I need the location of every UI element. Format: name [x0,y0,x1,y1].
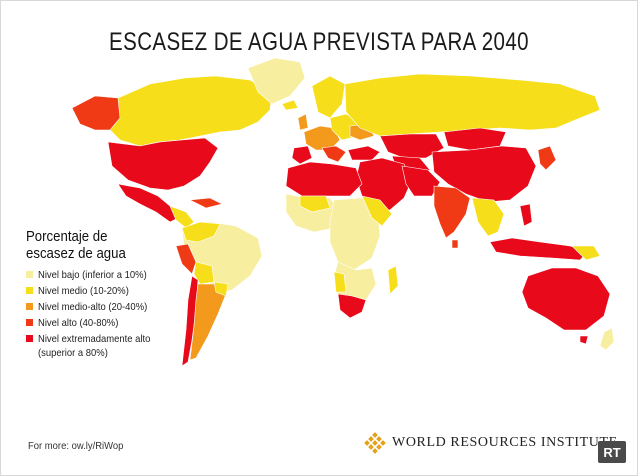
legend: Porcentaje de escasez de agua Nivel bajo… [26,228,226,362]
region-south-africa [337,293,367,319]
legend-label-low: Nivel bajo (inferior a 10%) [38,269,147,281]
region-mexico [117,183,179,223]
region-canada [107,75,273,147]
legend-swatch-extreme [26,335,33,342]
legend-heading-line1: Porcentaje de [26,228,108,245]
legend-label-medium-high: Nivel medio-alto (20-40%) [38,301,148,313]
region-mali-niger [299,195,331,213]
map-title: ESCASEZ DE AGUA PREVISTA PARA 2040 [109,28,529,56]
region-sri-lanka [451,239,459,249]
region-india [433,185,471,239]
rt-watermark-logo: RT [598,441,626,463]
legend-label-high: Nivel alto (40-80%) [38,317,119,329]
region-east-africa [361,195,393,227]
legend-item-medium: Nivel medio (10-20%) [26,284,226,298]
region-italy-balkans [321,145,347,163]
region-korea-japan [537,145,557,171]
region-australia [521,267,611,331]
region-bolivia [193,261,215,285]
region-uk [297,113,309,131]
region-iberia [291,145,313,165]
region-new-zealand [599,327,615,351]
wri-diamond-logo-icon [364,432,386,454]
legend-label-medium: Nivel medio (10-20%) [38,285,129,297]
legend-swatch-medium-high [26,303,33,310]
region-scandinavia [311,75,346,119]
region-madagascar [387,265,399,295]
region-papua [571,245,601,261]
region-caribbean [188,197,223,209]
region-peru [175,243,197,275]
region-colombia-venezuela [181,221,221,243]
region-turkey [347,145,381,161]
region-paraguay-uruguay [213,281,229,297]
legend-item-medium-high: Nivel medio-alto (20-40%) [26,300,226,314]
region-southeast-asia [471,197,505,237]
legend-swatch-low [26,271,33,278]
legend-label-extreme: Nivel extremadamente alto (superior a 80… [38,332,150,360]
legend-swatch-medium [26,287,33,294]
more-info-link[interactable]: For more: ow.ly/RiWop [28,440,124,452]
legend-heading-line2: escasez de agua [26,245,126,262]
region-tasmania [579,335,589,345]
region-central-america [169,205,195,229]
legend-label-extreme-line2: (superior a 80%) [38,347,108,359]
legend-item-low: Nivel bajo (inferior a 10%) [26,268,226,282]
region-philippines [519,203,533,227]
legend-item-high: Nivel alto (40-80%) [26,316,226,330]
legend-item-extreme: Nivel extremadamente alto (superior a 80… [26,332,226,360]
region-indonesia [489,237,589,261]
legend-label-extreme-line1: Nivel extremadamente alto [38,333,151,345]
region-greenland [247,57,306,105]
region-alaska [71,95,121,131]
region-china [431,145,537,203]
region-iran-afghanistan [401,165,441,197]
region-usa [107,137,219,191]
region-iceland [281,99,299,111]
region-north-africa [285,161,363,197]
legend-swatch-high [26,319,33,326]
region-western-europe [303,125,341,151]
region-namibia [333,271,347,293]
wri-brand: WORLD RESOURCES INSTITUTE [364,432,618,454]
legend-heading: Porcentaje de escasez de agua [26,228,202,262]
region-russia [344,73,601,137]
wri-name: WORLD RESOURCES INSTITUTE [392,435,618,450]
